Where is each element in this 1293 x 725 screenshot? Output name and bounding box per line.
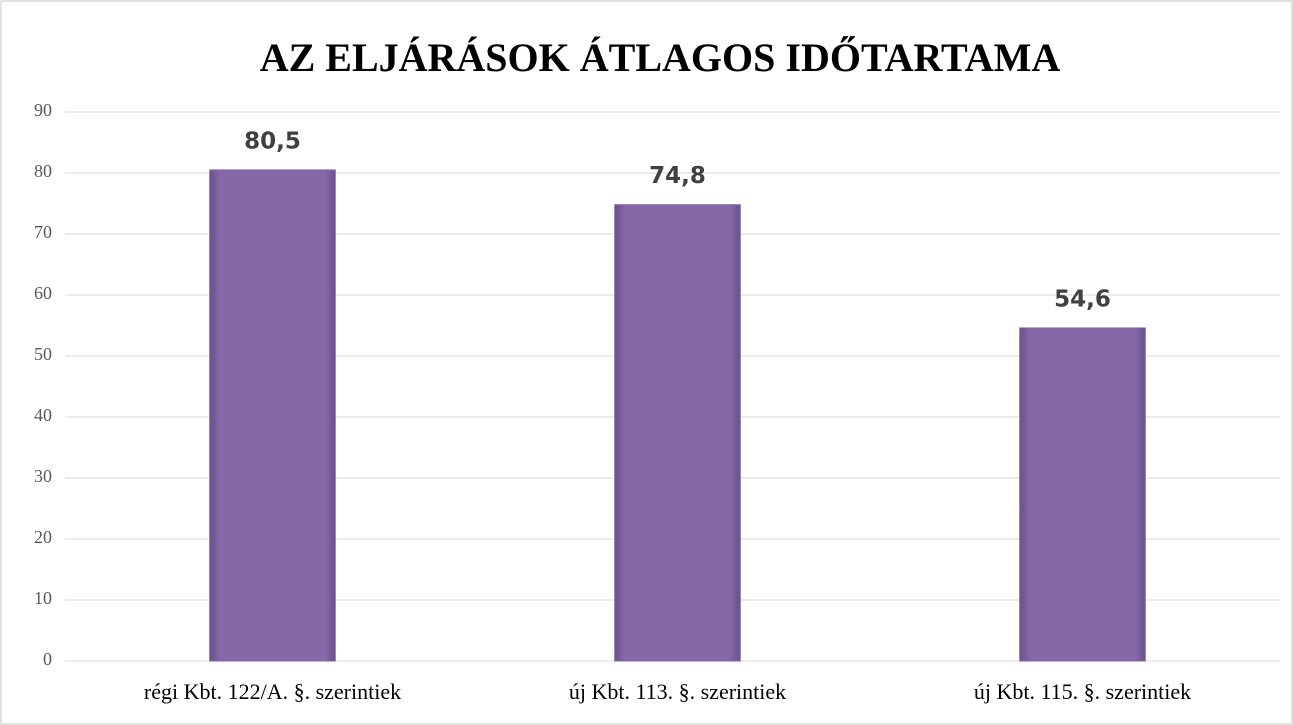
y-tick-label: 30	[34, 466, 52, 486]
x-tick-label: új Kbt. 113. §. szerintiek	[569, 679, 786, 704]
y-tick-label: 80	[34, 161, 52, 181]
x-tick-label: régi Kbt. 122/A. §. szerintiek	[144, 679, 401, 704]
y-tick-label: 70	[34, 222, 52, 242]
y-tick-label: 90	[34, 100, 52, 120]
bar	[209, 169, 336, 662]
y-tick-label: 40	[34, 405, 52, 425]
y-tick-label: 0	[43, 649, 52, 669]
x-tick-label: új Kbt. 115. §. szerintiek	[974, 679, 1191, 704]
chart-title: AZ ELJÁRÁSOK ÁTLAGOS IDŐTARTAMA	[260, 35, 1061, 80]
data-label: 80,5	[244, 128, 301, 154]
data-label: 54,6	[1054, 286, 1111, 312]
bar	[1019, 327, 1146, 662]
y-tick-label: 50	[34, 344, 52, 364]
y-tick-label: 10	[34, 588, 52, 608]
y-tick-label: 60	[34, 283, 52, 303]
y-tick-label: 20	[34, 527, 52, 547]
bar	[614, 204, 741, 662]
data-label: 74,8	[649, 163, 706, 189]
